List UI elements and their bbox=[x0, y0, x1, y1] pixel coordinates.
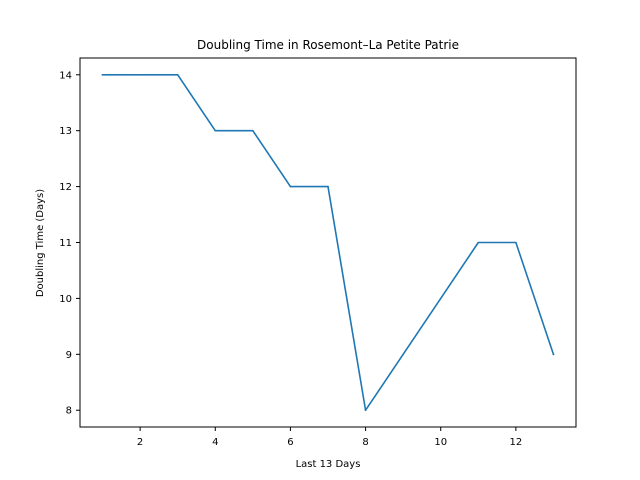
y-tick-label: 12 bbox=[59, 182, 72, 193]
data-point bbox=[214, 129, 217, 132]
x-tick-label: 2 bbox=[137, 437, 143, 448]
y-tick-label: 14 bbox=[59, 70, 72, 81]
data-point bbox=[327, 185, 329, 188]
data-point bbox=[477, 241, 480, 244]
x-tick-label: 10 bbox=[434, 437, 447, 448]
data-point bbox=[289, 185, 292, 188]
data-point bbox=[252, 129, 254, 132]
y-axis-ticks: 8 9 10 11 12 13 14 bbox=[59, 70, 80, 417]
series-group bbox=[101, 73, 555, 412]
chart-title: Doubling Time in Rosemont–La Petite Patr… bbox=[197, 38, 459, 52]
data-point bbox=[439, 297, 442, 300]
plot-area: 2 4 6 8 10 12 8 9 10 11 12 13 14 bbox=[59, 57, 577, 448]
x-tick-label: 6 bbox=[287, 437, 293, 448]
x-tick-label: 12 bbox=[510, 437, 523, 448]
x-tick-label: 8 bbox=[362, 437, 368, 448]
data-point bbox=[552, 353, 555, 356]
x-axis-ticks: 2 4 6 8 10 12 bbox=[137, 427, 522, 448]
x-axis-label: Last 13 Days bbox=[296, 459, 361, 470]
x-tick-label: 4 bbox=[212, 437, 218, 448]
y-tick-label: 8 bbox=[66, 406, 72, 417]
y-tick-label: 11 bbox=[59, 238, 72, 249]
data-point bbox=[176, 73, 179, 76]
data-point bbox=[101, 73, 104, 76]
y-tick-label: 10 bbox=[59, 294, 72, 305]
data-point bbox=[139, 73, 141, 76]
data-point bbox=[364, 409, 367, 412]
data-point bbox=[515, 241, 517, 244]
y-tick-label: 13 bbox=[59, 126, 72, 137]
y-axis-label: Doubling Time (Days) bbox=[35, 189, 46, 297]
data-point bbox=[402, 353, 404, 356]
y-tick-label: 9 bbox=[66, 350, 72, 361]
